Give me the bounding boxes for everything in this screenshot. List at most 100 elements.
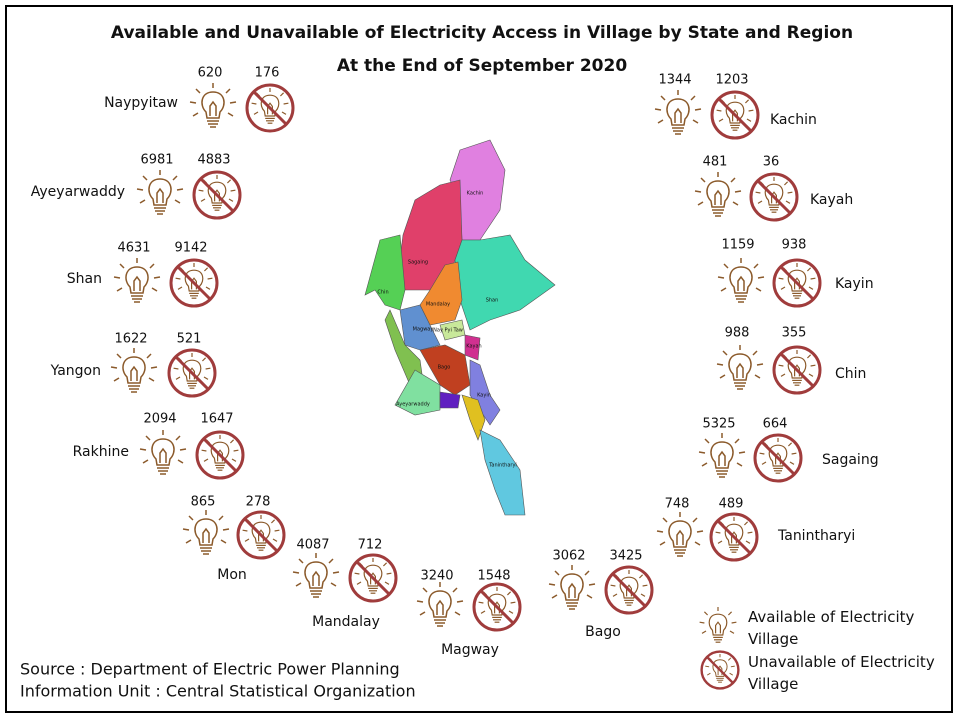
unavailable-count: 712 — [358, 538, 383, 553]
available-icon — [110, 347, 158, 393]
legend-line: Village — [748, 630, 798, 648]
region: 4087 712 Mandalay — [292, 538, 396, 630]
region: 3062 3425 Bago — [548, 549, 652, 640]
region-name: Shan — [67, 271, 102, 287]
unavailable-icon — [606, 567, 652, 613]
available-icon — [292, 552, 340, 598]
region: 5325 664 Sagaing — [698, 417, 879, 482]
unavailable-count: 355 — [782, 326, 807, 341]
available-count: 481 — [703, 155, 728, 170]
legend-available: Available of Electricity Village — [748, 608, 915, 648]
available-count: 5325 — [702, 417, 735, 432]
region: 1622 521 Yangon — [50, 332, 215, 397]
map-label: Tanintharyi — [488, 463, 517, 469]
map-label: Chin — [377, 290, 388, 296]
unavailable-icon — [247, 85, 293, 131]
map-label: Nay Pyi Taw — [433, 328, 463, 334]
available-icon — [136, 169, 184, 215]
region-name: Tanintharyi — [777, 528, 855, 544]
region: 2094 1647 Rakhine — [73, 412, 243, 479]
legend: Available of Electricity Village Unavaila… — [698, 606, 935, 693]
map-label: Kayin — [477, 393, 491, 399]
subtitle: At the End of September 2020 — [337, 56, 627, 76]
region: 481 36 Kayah — [694, 155, 853, 221]
available-icon — [694, 171, 742, 217]
region-name: Mandalay — [312, 614, 380, 630]
region-name: Mon — [217, 567, 247, 583]
unavailable-icon — [238, 512, 284, 558]
unavailable-icon — [755, 435, 801, 481]
map-label: Kayah — [466, 344, 481, 350]
unavailable-count: 664 — [763, 417, 788, 432]
available-count: 988 — [725, 326, 750, 341]
unavailable-count: 1203 — [715, 73, 748, 88]
unavailable-icon — [712, 92, 758, 138]
unavailable-count: 176 — [255, 66, 280, 81]
unavailable-count: 4883 — [197, 153, 230, 168]
available-count: 3240 — [420, 569, 453, 584]
unavailable-icon — [197, 432, 243, 478]
available-count: 748 — [665, 497, 690, 512]
available-icon — [654, 89, 702, 135]
available-count: 6981 — [140, 153, 173, 168]
unavailable-count: 521 — [177, 332, 202, 347]
available-icon — [716, 344, 764, 390]
available-count: 3062 — [552, 549, 585, 564]
available-icon — [182, 509, 230, 555]
unavailable-icon — [751, 174, 797, 220]
unit: Information Unit : Central Statistical O… — [20, 682, 416, 701]
available-count: 1622 — [114, 332, 147, 347]
region-name: Kachin — [770, 112, 817, 128]
map-label: Ayeyarwaddy — [396, 402, 430, 408]
region-name: Naypyitaw — [104, 95, 178, 111]
region-name: Yangon — [50, 363, 101, 379]
available-icon — [139, 429, 187, 475]
available-count: 620 — [198, 66, 223, 81]
title: Available and Unavailable of Electricity… — [111, 23, 853, 43]
available-count: 865 — [191, 495, 216, 510]
legend-line: Available of Electricity — [748, 608, 915, 626]
region: 1159 938 Kayin — [717, 238, 874, 307]
available-count: 1344 — [658, 73, 691, 88]
available-icon — [189, 82, 237, 128]
available-icon — [698, 432, 746, 478]
available-count: 1159 — [721, 238, 754, 253]
available-icon — [416, 581, 464, 627]
unavailable-icon — [169, 350, 215, 396]
region-name: Chin — [835, 366, 866, 382]
unavailable-icon — [171, 260, 217, 306]
available-count: 2094 — [143, 412, 176, 427]
region: 1344 1203 Kachin — [654, 73, 817, 139]
available-count: 4087 — [296, 538, 329, 553]
unavailable-count: 278 — [246, 495, 271, 510]
unavailable-icon — [774, 260, 820, 306]
unavailable-icon — [774, 347, 820, 393]
unavailable-count: 1647 — [200, 412, 233, 427]
map-label: Kachin — [467, 191, 484, 197]
unavailable-count: 938 — [782, 238, 807, 253]
unavailable-count: 1548 — [477, 569, 510, 584]
region-name: Magway — [441, 642, 499, 658]
unavailable-count: 36 — [763, 155, 780, 170]
region-name: Kayah — [810, 192, 853, 208]
map: Kachin Sagaing Chin Shan Mandalay Magway Nay P… — [364, 139, 556, 516]
frame — [5, 5, 953, 713]
region: 865 278 Mon — [182, 495, 284, 583]
region: 3240 1548 Magway — [416, 569, 520, 658]
region: 6981 4883 Ayeyarwaddy — [31, 153, 240, 219]
unavailable-icon — [711, 514, 757, 560]
available-count: 4631 — [117, 241, 150, 256]
unavailable-icon — [350, 555, 396, 601]
available-icon — [656, 511, 704, 557]
region: 748 489 Tanintharyi — [656, 497, 855, 561]
source: Source : Department of Electric Power Pl… — [20, 660, 400, 679]
unavailable-icon — [194, 172, 240, 218]
unavailable-count: 489 — [719, 497, 744, 512]
map-label: Magway — [413, 327, 434, 333]
map-label: Sagaing — [408, 260, 428, 266]
region-name: Bago — [585, 624, 621, 640]
region-name: Sagaing — [822, 452, 879, 468]
region-name: Kayin — [835, 276, 874, 292]
region-name: Ayeyarwaddy — [31, 184, 125, 200]
